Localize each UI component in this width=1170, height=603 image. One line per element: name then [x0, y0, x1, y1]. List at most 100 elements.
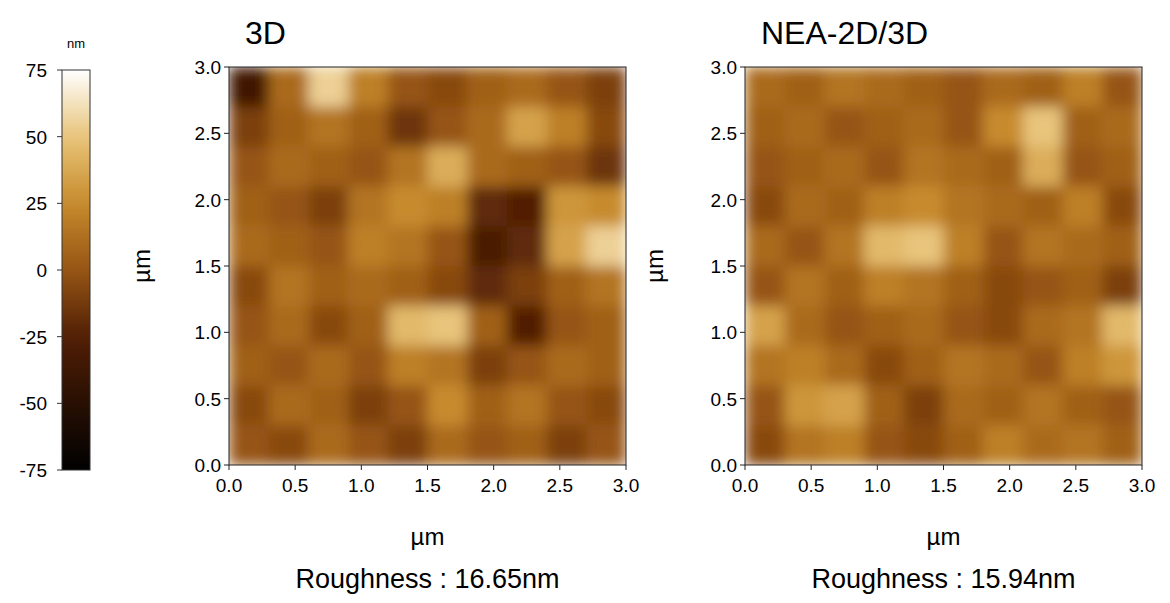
plot-frame [229, 67, 626, 465]
cell [269, 147, 309, 187]
x-tick-label: 0.0 [216, 475, 242, 496]
y-tick-label: 2.0 [711, 190, 737, 211]
cell [864, 67, 904, 107]
y-tick-label: 1.0 [711, 322, 737, 343]
cell [1102, 306, 1142, 346]
cell [428, 226, 468, 266]
cell [507, 107, 547, 147]
cell [983, 266, 1023, 306]
y-tick [224, 133, 229, 134]
cell [824, 226, 864, 266]
x-tick-label: 0.5 [798, 475, 824, 496]
cell [824, 186, 864, 226]
cell [983, 67, 1023, 107]
cell [745, 385, 785, 425]
cell [269, 67, 309, 107]
cell [1023, 147, 1063, 187]
cell [904, 107, 944, 147]
cell [785, 186, 825, 226]
cell [745, 266, 785, 306]
cell [944, 67, 984, 107]
color-tick-label: 75 [26, 60, 47, 81]
cell [348, 226, 388, 266]
cell [824, 425, 864, 465]
cell [547, 147, 587, 187]
cell [864, 186, 904, 226]
cell [388, 147, 428, 187]
cell [229, 306, 269, 346]
cell [507, 425, 547, 465]
cell [864, 147, 904, 187]
y-tick [224, 332, 229, 333]
cell [388, 226, 428, 266]
cell [348, 306, 388, 346]
cell [308, 306, 348, 346]
color-tick [57, 336, 62, 337]
cell [1023, 186, 1063, 226]
cell [388, 425, 428, 465]
x-tick-label: 2.0 [996, 475, 1022, 496]
x-tick [493, 465, 494, 470]
cell [785, 385, 825, 425]
cell [428, 306, 468, 346]
cell [507, 67, 547, 107]
cell [269, 385, 309, 425]
cell [467, 147, 507, 187]
cell [388, 346, 428, 386]
cell [785, 306, 825, 346]
cell [586, 67, 626, 107]
cell [388, 385, 428, 425]
cell [308, 266, 348, 306]
cell [428, 266, 468, 306]
figure: -75-50-250255075nm0.00.51.01.52.02.53.00… [0, 0, 1170, 603]
cell [308, 67, 348, 107]
y-tick-label: 0.5 [195, 389, 221, 410]
cell [308, 147, 348, 187]
cell [785, 266, 825, 306]
cell [348, 147, 388, 187]
cell [388, 306, 428, 346]
y-tick [740, 332, 745, 333]
cell [785, 346, 825, 386]
cell [904, 186, 944, 226]
cell [745, 425, 785, 465]
x-tick [361, 465, 362, 470]
cell [944, 346, 984, 386]
cell [348, 67, 388, 107]
cell [229, 186, 269, 226]
cell [428, 147, 468, 187]
cell [1063, 346, 1103, 386]
cell [904, 346, 944, 386]
heatmap-cells [745, 67, 1142, 465]
x-tick-label: 2.0 [480, 475, 506, 496]
cell [547, 226, 587, 266]
y-tick [740, 465, 745, 466]
cell [308, 425, 348, 465]
cell [428, 186, 468, 226]
x-tick [295, 465, 296, 470]
cell [388, 186, 428, 226]
cell [507, 306, 547, 346]
y-tick-label: 1.5 [195, 256, 221, 277]
cell [944, 385, 984, 425]
y-tick [224, 67, 229, 68]
cell [745, 107, 785, 147]
cell [428, 425, 468, 465]
x-tick [811, 465, 812, 470]
y-axis-title: µm [641, 249, 668, 283]
cell [269, 107, 309, 147]
y-tick [224, 266, 229, 267]
cell [229, 147, 269, 187]
y-tick [740, 67, 745, 68]
cell [229, 107, 269, 147]
cell [348, 186, 388, 226]
cell [824, 67, 864, 107]
cell [388, 266, 428, 306]
heatmap-cells [229, 67, 626, 465]
cell [229, 226, 269, 266]
color-tick [57, 136, 62, 137]
cell [864, 107, 904, 147]
cell [745, 67, 785, 107]
color-tick-label: 0 [36, 260, 47, 281]
cell [348, 266, 388, 306]
